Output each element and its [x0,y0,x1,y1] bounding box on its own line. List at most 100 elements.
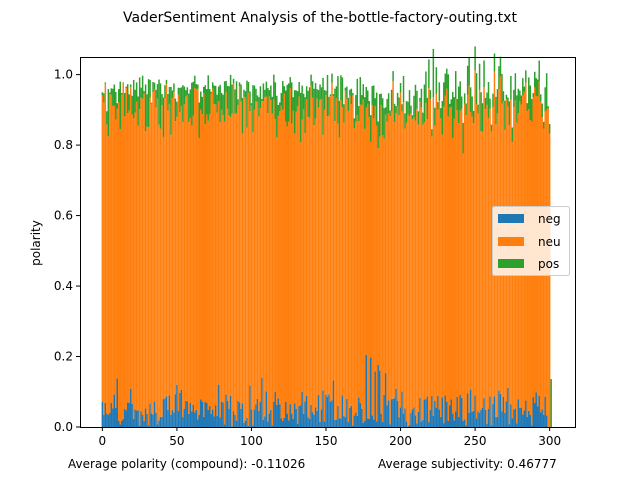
bar-neg [147,425,150,427]
bar-neg [304,401,306,427]
bar-neu [197,88,199,420]
bar-neu [338,137,341,419]
bar-pos [548,123,551,134]
bar-neg [419,397,421,427]
bar-neg [237,400,239,427]
bar-pos [270,85,272,100]
bar-neu [219,122,221,418]
bar-neg [161,416,163,427]
bar-neu [217,101,220,385]
bar-neg [454,411,457,427]
bar-neu [283,93,286,418]
bar-neu [365,107,368,355]
bar-pos [188,93,190,123]
bar-pos [232,78,235,84]
bar-neg [314,407,317,427]
bar-pos [298,82,300,97]
bar-neg [401,391,403,427]
bar-pos [125,86,127,89]
bar-pos [386,98,388,122]
bar-neu [246,127,248,418]
bar-pos [152,82,154,93]
bar-pos [355,95,357,122]
bar-neu [413,117,415,408]
bar-pos [547,106,549,109]
bar-pos [411,115,414,120]
bar-pos [279,102,281,112]
bar-pos [529,85,532,121]
bar-pos [240,84,242,102]
bar-neg [352,425,354,427]
bar-neg [298,405,300,427]
bar-pos [487,82,490,118]
bar-pos [276,95,278,138]
bar-neg [532,397,534,427]
bar-pos [208,89,211,115]
bar-pos [399,83,402,93]
bar-neg [372,419,375,427]
bar-neu [489,108,491,397]
bar-neu [372,118,375,420]
bar-neu [207,120,209,410]
bar-neu [428,88,430,423]
bar-pos [534,71,536,88]
bar-neu [355,121,357,413]
bar-pos [456,98,458,111]
bar-pos [150,102,153,104]
bar-neg [302,413,305,427]
bar-pos [134,89,136,113]
bar-neg [273,401,275,427]
bar-neg [311,412,314,427]
bar-neu [371,105,373,416]
bar-neg [362,422,365,427]
bar-pos [438,82,441,101]
bar-neg [408,424,411,427]
bar-neu [176,116,178,385]
bar-neg [203,416,205,427]
bar-pos [110,88,113,95]
bar-pos [432,48,435,98]
bar-neg [259,401,262,427]
bar-pos [164,85,166,99]
bar-neg [380,413,382,427]
bar-pos [256,95,259,102]
bar-neg [170,414,172,427]
bar-pos [402,76,405,103]
bar-pos [265,81,268,97]
bar-neg [386,405,388,427]
bar-neu [487,117,490,410]
bar-neg [538,395,540,427]
bar-pos [468,57,470,86]
bar-pos [223,81,226,122]
bar-pos [434,107,436,126]
bar-neu [156,98,159,425]
bar-pos [343,104,345,123]
bar-neg [243,422,245,427]
bar-pos [249,91,251,112]
bar-pos [504,100,506,130]
bar-pos [444,73,447,96]
bar-pos [167,94,169,111]
legend-swatch-neu [498,237,524,246]
bar-pos [161,94,163,106]
bar-neg [526,416,529,427]
bar-neu [343,122,345,417]
bar-pos [217,86,220,102]
bar-pos [255,88,257,102]
bar-neu [353,128,356,416]
bar-pos [246,80,248,128]
bar-neu [223,121,226,425]
bar-pos [155,89,157,108]
bar-pos [319,84,321,100]
bar-pos [162,97,165,137]
bar-pos [267,88,269,114]
bar-neg [164,398,166,427]
bar-pos [310,74,312,86]
bar-neg [149,403,151,427]
bar-pos [466,65,469,95]
bar-pos [508,101,511,126]
bar-neg [217,384,220,427]
bar-neg [417,411,420,427]
bar-neu [159,128,162,417]
bar-neg [420,421,423,427]
